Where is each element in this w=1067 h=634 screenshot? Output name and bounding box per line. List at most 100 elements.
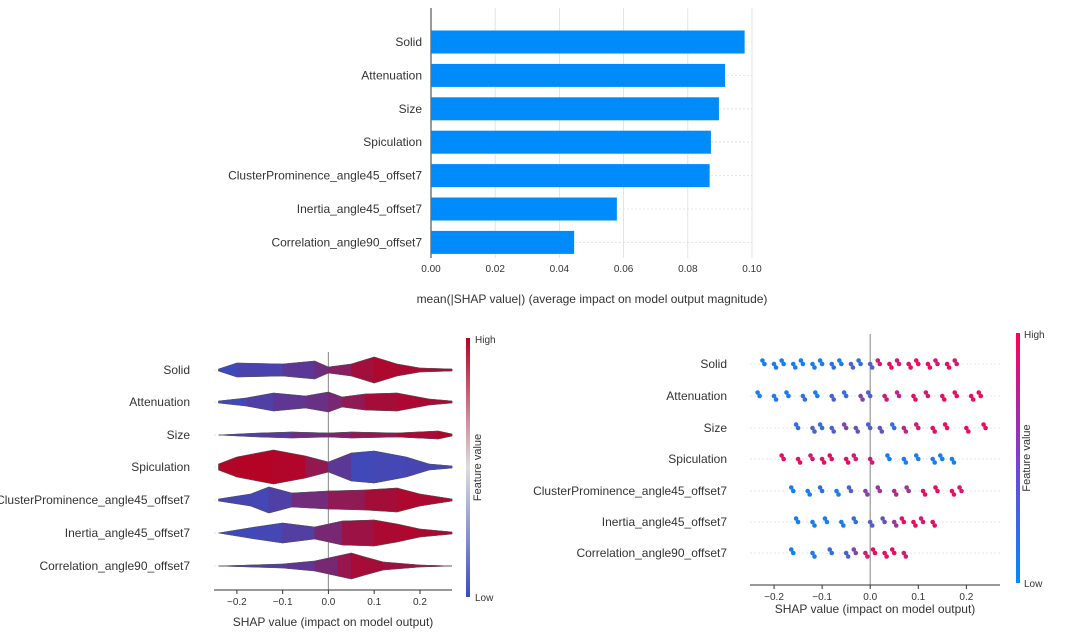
- bar: [431, 197, 617, 221]
- swarm-point: [927, 365, 933, 370]
- swarm-point: [846, 485, 852, 490]
- swarm-point: [781, 456, 786, 462]
- swarm-point: [810, 361, 815, 367]
- swarm-point: [893, 523, 899, 528]
- swarm-point: [779, 358, 784, 363]
- bar: [431, 97, 719, 121]
- swarm-point: [983, 425, 988, 431]
- swarm-point: [923, 390, 929, 395]
- swarm-point: [863, 488, 868, 494]
- swarm-point: [812, 429, 817, 434]
- swarm-point: [821, 460, 827, 465]
- bar: [431, 164, 710, 188]
- violin-segment: [314, 555, 338, 577]
- violin-category-label: Attenuation: [129, 395, 190, 409]
- swarm-point: [882, 550, 887, 556]
- swarm-point: [858, 393, 863, 399]
- swarm-point: [812, 554, 817, 559]
- swarm-point: [877, 361, 883, 367]
- swarm-point: [812, 365, 817, 370]
- violin-segment: [218, 456, 238, 478]
- swarm-point: [935, 488, 940, 494]
- violin-segment: [236, 449, 274, 485]
- swarm-point: [925, 393, 931, 399]
- swarm-point: [755, 390, 760, 395]
- swarm-point: [978, 393, 984, 399]
- violin-segment: [218, 526, 256, 540]
- swarm-point: [781, 361, 786, 367]
- violin-x-tick-label: 0.1: [367, 597, 381, 608]
- swarm-point: [829, 425, 835, 431]
- swarm-point: [913, 358, 919, 363]
- swarm-point: [884, 554, 889, 559]
- violin-segment: [328, 391, 343, 413]
- swarm-point: [867, 425, 873, 431]
- swarm-point: [959, 488, 964, 494]
- bar: [431, 130, 711, 154]
- violin-segment: [337, 552, 352, 580]
- swarm-point: [954, 361, 960, 367]
- violin-segment: [396, 487, 421, 513]
- swarm-point: [788, 547, 794, 552]
- swarm-point: [915, 456, 921, 462]
- swarm-point: [930, 456, 935, 462]
- violin-colorbar: [466, 338, 470, 597]
- swarm-x-tick-label: 0.1: [911, 592, 925, 603]
- violin-category-label: ClusterProminence_angle45_offset7: [0, 493, 190, 507]
- swarm-point: [981, 422, 986, 427]
- swarm-point: [867, 393, 873, 399]
- swarm-point: [793, 422, 799, 427]
- swarm-point: [901, 425, 907, 431]
- swarm-point: [819, 488, 825, 494]
- swarm-category-label: Spiculation: [668, 452, 727, 466]
- swarm-point: [800, 393, 806, 399]
- bar: [431, 230, 575, 254]
- swarm-point: [867, 519, 873, 525]
- swarm-point: [819, 361, 825, 367]
- swarm-point: [930, 519, 935, 525]
- swarm-point: [802, 397, 808, 402]
- swarm-point: [841, 422, 847, 427]
- swarm-point: [815, 393, 820, 399]
- bar-x-tick-label: 0.00: [421, 264, 441, 275]
- swarm-point: [788, 485, 794, 490]
- violin-segment: [341, 519, 375, 547]
- swarm-point: [901, 550, 907, 556]
- swarm-point: [845, 460, 851, 465]
- bar: [431, 30, 745, 54]
- violin-colorbar-high-label: High: [475, 335, 496, 346]
- swarm-point: [957, 485, 962, 490]
- violin-segment: [351, 552, 366, 580]
- swarm-point: [906, 488, 911, 494]
- swarm-point: [779, 453, 784, 458]
- swarm-point: [903, 460, 909, 465]
- swarm-point: [831, 397, 837, 402]
- violin-chart: Solid Attenuation Size Spiculation ClusterPr…: [0, 335, 496, 629]
- violin-category-label: Correlation_angle90_offset7: [39, 559, 190, 573]
- swarm-x-tick-label: 0.0: [863, 592, 877, 603]
- violin-x-tick-label: −0.2: [227, 597, 247, 608]
- violin-outline: [218, 430, 453, 440]
- violin-outline: [218, 519, 453, 547]
- swarm-colorbar-title: Feature value: [1021, 424, 1033, 491]
- violin-segment: [268, 486, 293, 514]
- swarm-point: [792, 365, 798, 370]
- violin-category-label: Spiculation: [131, 460, 190, 474]
- bar-category-label: Spiculation: [363, 135, 422, 149]
- violin-segment: [405, 456, 430, 478]
- swarm-point: [817, 422, 823, 427]
- swarm-point: [938, 453, 943, 458]
- beeswarm-chart: Solid Attenuation Size Spiculation ClusterPr…: [533, 330, 1044, 616]
- swarm-point: [877, 425, 883, 431]
- bar-x-tick-label: 0.02: [485, 264, 505, 275]
- swarm-category-label: Attenuation: [666, 389, 727, 403]
- swarm-point: [784, 390, 789, 395]
- swarm-point: [944, 361, 950, 367]
- bar-category-label: Attenuation: [361, 68, 422, 82]
- swarm-point: [860, 397, 865, 402]
- swarm-point: [896, 361, 902, 367]
- bar-chart: 0.00 0.02 0.04 0.06 0.08 0.10 Solid Attenuation…: [228, 8, 767, 306]
- swarm-point: [891, 550, 897, 556]
- swarm-point: [858, 361, 863, 367]
